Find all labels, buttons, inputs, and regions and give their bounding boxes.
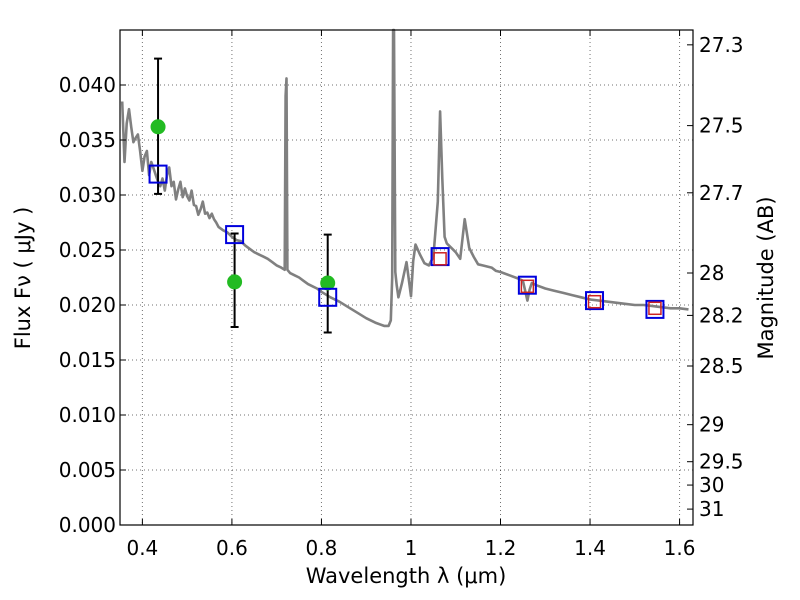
magnitude-tick-label: 27.7 [699,181,744,205]
magnitude-tick-label: 29 [699,413,724,437]
observed-point [320,275,336,291]
synthetic-photometry-point [433,252,447,266]
magnitude-tick-label: 29.5 [699,450,744,474]
y-tick-label: 0.010 [59,403,116,427]
observed-photometry-series [150,119,336,291]
magnitude-tick-label: 30 [699,473,724,497]
magnitude-tick-label: 27.5 [699,114,744,138]
model-photometry-point [517,275,537,295]
magnitude-tick-label: 28.2 [699,303,744,327]
y-tick-label: 0.000 [59,513,116,537]
magnitude-tick-label: 31 [699,497,724,521]
model-photometry-point [148,164,168,184]
model-photometry-point [225,225,245,245]
plot-frame [119,29,694,526]
synthetic-photometry-point [520,279,535,294]
y-tick-label: 0.025 [59,238,116,262]
model-sed-line [120,28,689,328]
x-tick-label: 0.6 [216,536,248,560]
magnitude-tick-label: 28 [699,261,724,285]
observed-point [150,119,166,135]
model-sed-series [120,28,689,328]
y-axis: 0.000 0.005 0.010 0.015 0.020 0.025 0.030 0.035… [59,73,126,537]
errorbar-series [154,57,332,334]
y-tick-label: 0.015 [59,348,116,372]
x-tick-label: 0.4 [126,536,158,560]
model-photometry-series [148,164,665,319]
magnitude-axis-title: Magnitude (AB) [754,196,778,359]
x-axis: 0.4 0.6 0.8 1 1.2 1.4 1.6 [126,30,695,560]
model-photometry-point [585,291,605,311]
x-tick-label: 1.2 [485,536,517,560]
magnitude-tick-label: 28.5 [699,354,744,378]
magnitude-tick-label: 27.3 [699,33,744,57]
y-tick-label: 0.030 [59,183,116,207]
synthetic-photometry-point [648,301,662,316]
y-tick-label: 0.040 [59,73,116,97]
synthetic-photometry-series [433,252,662,316]
x-axis-title: Wavelength λ (μm) [306,564,507,588]
y-tick-label: 0.020 [59,293,116,317]
grid-lines [120,30,693,526]
model-photometry-point [645,299,665,319]
x-tick-label: 1.4 [574,536,606,560]
model-photometry-point [318,287,338,307]
y-tick-label: 0.035 [59,128,116,152]
synthetic-photometry-point [587,294,602,309]
x-tick-label: 0.8 [306,536,338,560]
x-tick-label: 1.6 [664,536,696,560]
y-axis-title: Flux Fν ( μJy ) [11,207,35,350]
observed-point [227,274,243,290]
y-tick-label: 0.005 [59,458,116,482]
x-tick-label: 1 [405,536,418,560]
